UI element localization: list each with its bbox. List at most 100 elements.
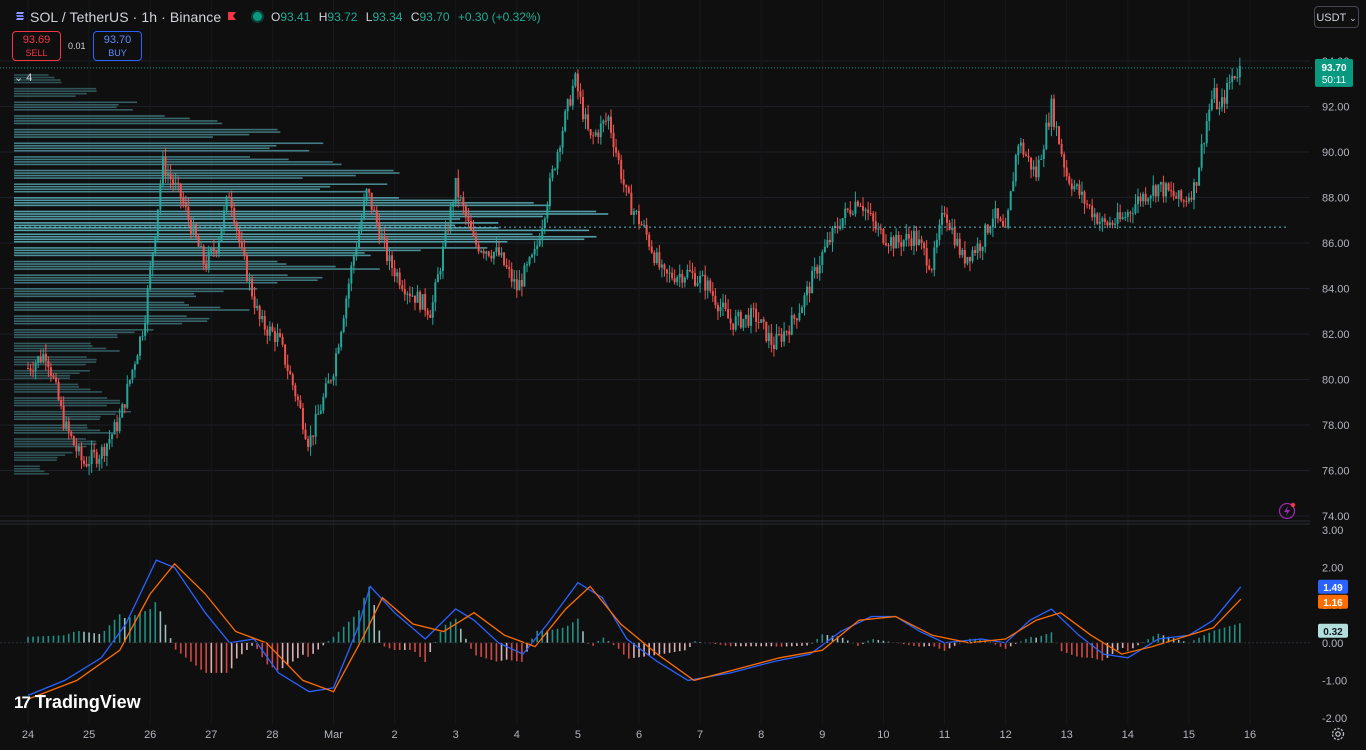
candle-body xyxy=(253,296,256,308)
volume-profile-bar xyxy=(14,438,86,440)
candle-body xyxy=(734,316,737,330)
candle xyxy=(268,321,271,342)
candle xyxy=(739,309,742,330)
candle-body xyxy=(444,229,447,247)
candle xyxy=(559,145,562,162)
candle xyxy=(164,147,167,183)
candle-body xyxy=(968,256,971,262)
candle xyxy=(233,202,236,226)
signal-line xyxy=(27,562,1242,700)
candle-body xyxy=(844,208,847,219)
candle xyxy=(765,321,768,343)
candle xyxy=(879,223,882,235)
candle-body xyxy=(1208,109,1211,122)
candle-body xyxy=(836,225,839,229)
histogram-bar xyxy=(974,638,976,643)
candle xyxy=(228,192,231,199)
candle xyxy=(1177,190,1180,207)
candle-body xyxy=(1238,65,1241,78)
flash-icon[interactable] xyxy=(1278,502,1296,520)
candle-body xyxy=(546,204,549,219)
candle-body xyxy=(284,344,287,365)
candle xyxy=(912,225,915,256)
histogram-bar xyxy=(831,635,834,643)
candle-body xyxy=(65,421,68,429)
macd-value-label: 1.49 xyxy=(1318,579,1348,594)
volume-profile-bar xyxy=(14,334,118,336)
candle-body xyxy=(350,265,353,284)
candle-body xyxy=(808,286,811,294)
candle xyxy=(854,191,857,217)
macd-axis: 3.002.001.000.00-1.00-2.00 xyxy=(0,525,1347,725)
tradingview-logo[interactable]: 17 TradingView xyxy=(14,692,141,713)
indicators-toggle[interactable]: ⌄ 4 xyxy=(14,71,32,84)
histogram-bar xyxy=(643,642,645,657)
candle xyxy=(396,268,399,283)
candle-body xyxy=(401,285,404,290)
price-tick-label: 88.00 xyxy=(1322,193,1350,205)
candle-body xyxy=(900,242,903,247)
candle-body xyxy=(44,353,47,361)
candle xyxy=(1030,157,1033,179)
candle xyxy=(444,220,447,249)
gear-icon[interactable] xyxy=(1330,726,1346,742)
candle xyxy=(635,209,638,215)
candle-body xyxy=(956,238,959,246)
histogram-bar xyxy=(694,641,696,643)
symbol-title[interactable]: SOL / TetherUS · 1h · Binance xyxy=(30,9,222,25)
histogram-bar xyxy=(1157,633,1160,643)
histogram-bar xyxy=(1223,627,1226,643)
candle xyxy=(1058,125,1061,145)
histogram-bar xyxy=(225,642,228,673)
candle-body xyxy=(192,224,195,235)
candle-body xyxy=(475,236,478,245)
candle-body xyxy=(938,224,941,240)
candle-body xyxy=(1172,190,1175,197)
histogram-bar xyxy=(750,642,752,647)
candle xyxy=(378,214,381,245)
histogram-bar xyxy=(796,642,798,646)
sell-price: 93.69 xyxy=(22,34,51,46)
volume-profile-bar xyxy=(14,459,57,461)
candle xyxy=(480,249,483,254)
candle xyxy=(604,112,607,126)
candle xyxy=(240,231,243,252)
volume-profile-bar xyxy=(14,177,303,179)
candle xyxy=(696,275,699,287)
candle-body xyxy=(52,376,55,378)
candle xyxy=(724,294,727,312)
candle xyxy=(469,214,472,231)
flag-icon[interactable] xyxy=(227,11,237,21)
sell-button[interactable]: 93.69 SELL xyxy=(12,31,61,61)
candle-body xyxy=(1182,200,1185,202)
candle-body xyxy=(615,147,618,153)
volume-profile-bar xyxy=(14,202,534,204)
volume-profile-bar xyxy=(14,106,117,109)
candle xyxy=(709,278,712,294)
candle xyxy=(902,239,905,252)
buy-button[interactable]: 93.70 BUY xyxy=(93,31,142,61)
candle xyxy=(1073,179,1076,192)
candle xyxy=(788,325,791,344)
volume-profile-bar xyxy=(14,440,97,443)
candle xyxy=(200,240,203,248)
histogram-bar xyxy=(490,642,493,660)
candle xyxy=(1037,155,1040,181)
volume-profile-bar xyxy=(14,240,508,243)
candle-body xyxy=(1030,157,1033,170)
candle xyxy=(864,207,867,221)
candle xyxy=(890,232,893,251)
volume-profile-bar xyxy=(14,331,135,334)
candle xyxy=(37,355,40,369)
candle xyxy=(319,404,322,415)
candle-body xyxy=(319,410,322,414)
currency-button[interactable]: USDT ⌄ xyxy=(1314,6,1359,28)
candle xyxy=(1136,188,1139,214)
histogram-bar xyxy=(943,642,946,651)
histogram-bar xyxy=(37,636,39,643)
volume-profile-bar xyxy=(14,265,336,268)
volume-profile-row xyxy=(14,74,62,84)
histogram-bar xyxy=(123,617,126,643)
candle-body xyxy=(755,308,758,322)
